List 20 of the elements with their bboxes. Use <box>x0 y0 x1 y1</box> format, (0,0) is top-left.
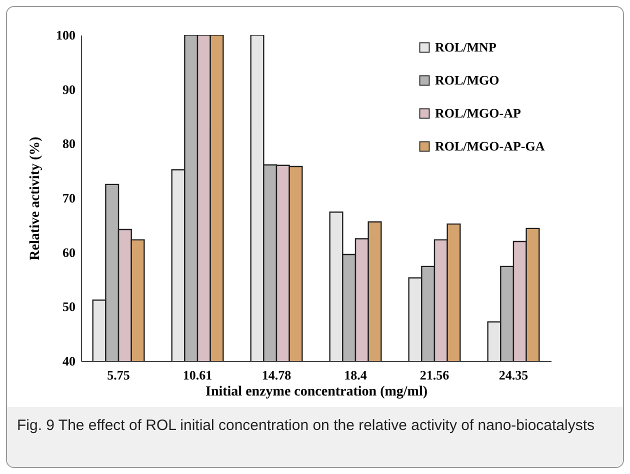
x-tick-label: 24.35 <box>498 368 529 382</box>
x-tick-label: 5.75 <box>107 368 130 382</box>
x-axis-title: Initial enzyme concentration (mg/ml) <box>205 384 428 400</box>
y-tick-label: 90 <box>62 82 76 97</box>
y-tick-label: 40 <box>62 354 76 368</box>
caption: Fig. 9 The effect of ROL initial concentration on the relative activity of nano-biocatalysts <box>17 416 596 436</box>
x-tick-label: 18.4 <box>344 368 368 382</box>
x-tick-label: 14.78 <box>262 368 292 382</box>
x-tick-label: 10.61 <box>182 368 212 382</box>
y-tick-label: 60 <box>62 244 76 260</box>
y-tick-label: 50 <box>62 299 76 314</box>
y-axis-title: Relative activity (%) <box>28 136 43 260</box>
y-tick-label: 80 <box>62 136 76 152</box>
x-tick-label: 21.56 <box>420 368 450 382</box>
legend-label: ROL/MGO-AP <box>435 106 521 120</box>
legend-label: ROL/MGO-AP-GA <box>435 138 546 154</box>
legend-label: ROL/MGO <box>435 72 500 88</box>
y-tick-label: 70 <box>62 190 76 206</box>
legend-label: ROL/MNP <box>435 40 496 54</box>
y-tick-label: 100 <box>56 28 76 42</box>
